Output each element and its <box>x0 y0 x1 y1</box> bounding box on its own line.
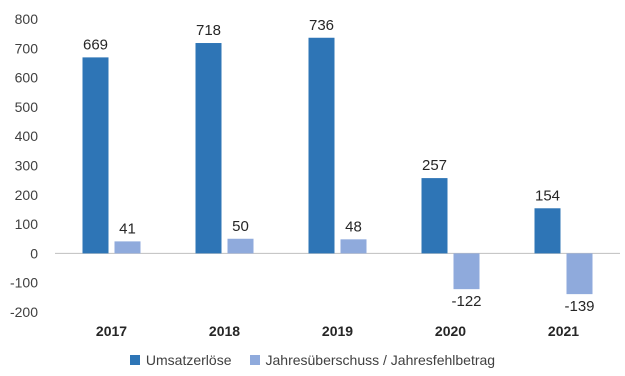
x-category-label: 2019 <box>322 323 353 339</box>
y-tick-label: 300 <box>15 158 39 174</box>
legend-item-series-2: Jahresüberschuss / Jahresfehlbetrag <box>249 352 496 368</box>
x-category-label: 2017 <box>96 323 127 339</box>
bar-ergebnis-2020 <box>453 253 480 290</box>
data-label: 50 <box>232 218 249 235</box>
data-label: -122 <box>451 293 481 310</box>
y-tick-label: 700 <box>15 40 39 56</box>
y-tick-label: 600 <box>15 70 39 86</box>
y-tick-label: 800 <box>15 11 39 27</box>
bar-umsatz-2021 <box>534 208 561 254</box>
y-tick-label: 400 <box>15 128 39 144</box>
bar-umsatz-2017 <box>82 57 109 254</box>
legend-swatch-series-1 <box>129 355 140 365</box>
x-category-label: 2018 <box>209 323 240 339</box>
x-category-label: 2020 <box>435 323 466 339</box>
data-label: -139 <box>564 298 594 315</box>
bar-umsatz-2020 <box>421 178 448 254</box>
chart-legend: Umsatzerlöse Jahresüberschuss / Jahresfe… <box>0 352 625 368</box>
legend-item-series-1: Umsatzerlöse <box>129 352 232 368</box>
y-tick-label: -200 <box>10 304 38 320</box>
y-tick-label: -100 <box>10 275 38 291</box>
data-label: 154 <box>535 187 560 204</box>
data-label: 669 <box>83 36 108 53</box>
bar-ergebnis-2021 <box>566 253 593 295</box>
bar-ergebnis-2017 <box>114 241 141 254</box>
bar-umsatz-2018 <box>195 43 222 254</box>
legend-label-series-1: Umsatzerlöse <box>145 352 232 368</box>
bar-ergebnis-2019 <box>340 239 367 254</box>
bar-ergebnis-2018 <box>227 238 254 254</box>
x-category-label: 2021 <box>548 323 579 339</box>
y-tick-label: 200 <box>15 187 39 203</box>
data-label: 718 <box>196 22 221 39</box>
legend-swatch-series-2 <box>249 355 260 365</box>
y-tick-label: 100 <box>15 216 39 232</box>
data-label: 41 <box>119 220 136 237</box>
legend-label-series-2: Jahresüberschuss / Jahresfehlbetrag <box>265 352 496 368</box>
bar-chart-plot: -200 -100 0 100 200 300 400 500 600 700 800 669 41 20… <box>10 11 620 339</box>
bar-umsatz-2019 <box>308 37 335 254</box>
data-label: 736 <box>309 17 334 34</box>
data-label: 257 <box>422 157 447 174</box>
y-tick-label: 500 <box>15 99 39 115</box>
data-label: 48 <box>345 218 362 235</box>
y-tick-label: 0 <box>30 245 38 261</box>
